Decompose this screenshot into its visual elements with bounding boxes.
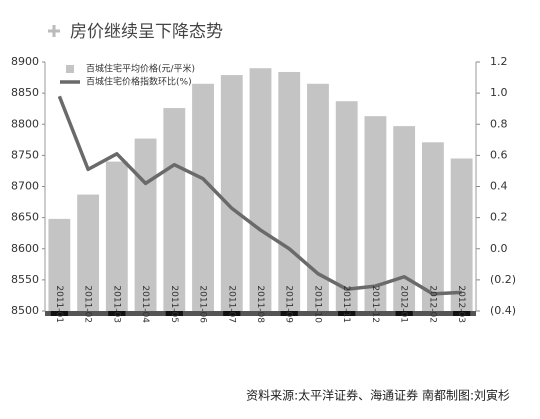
y-tick-label: 8800 — [11, 117, 39, 130]
y2-tick-label: 0.6 — [490, 148, 508, 161]
y-tick-label: 8600 — [11, 242, 39, 255]
bar — [192, 83, 214, 311]
x-tick-label: 2011-08 — [255, 285, 265, 323]
y2-tick-label: 1.2 — [490, 55, 508, 68]
bar — [450, 158, 473, 311]
bar — [278, 71, 301, 312]
x-tick-label: 2011-07 — [226, 285, 236, 323]
y2-tick-label: 1.0 — [490, 86, 508, 99]
x-tick-label: 2011-10 — [312, 285, 322, 323]
x-tick-label: 2011-02 — [83, 285, 93, 323]
bar — [249, 68, 272, 311]
y-tick-label: 8850 — [11, 86, 39, 99]
x-band-seg — [453, 311, 471, 316]
x-band-seg — [223, 311, 241, 316]
x-tick-label: 2012-01 — [399, 285, 409, 323]
line — [57, 95, 462, 296]
bar — [105, 161, 128, 311]
y-tick-label: 8700 — [11, 180, 39, 193]
title-icon — [48, 25, 60, 37]
bar — [364, 116, 387, 311]
x-tick-label: 2011-04 — [140, 285, 150, 323]
y-tick-label: 8650 — [11, 211, 39, 224]
x-band-seg — [338, 311, 356, 316]
x-band-seg — [50, 311, 68, 316]
bar — [48, 218, 71, 311]
y2-tick-label: 0.4 — [490, 180, 508, 193]
x-band-seg — [280, 311, 298, 316]
y-tick-label: 8900 — [11, 55, 39, 68]
bar — [335, 101, 358, 311]
y2-tick-label: 0.0 — [490, 242, 508, 255]
x-tick-label: 2012-02 — [427, 285, 437, 323]
x-tick-label: 2011-05 — [169, 285, 179, 323]
bar — [77, 194, 100, 311]
legend-label: 百城住宅平均价格(元/平米) — [86, 63, 195, 75]
legend-swatch — [66, 65, 74, 73]
x-tick-label: 2011-12 — [370, 285, 380, 323]
y-tick-label: 8500 — [11, 304, 39, 317]
y2-tick-label: (0.2) — [490, 273, 516, 286]
x-tick-label: 2012-03 — [456, 285, 466, 323]
x-tick-label: 2011-03 — [111, 285, 121, 323]
bar — [220, 75, 243, 311]
y-tick-label: 8550 — [11, 273, 39, 286]
x-band-seg — [165, 311, 183, 316]
x-tick-label: 2011-06 — [198, 285, 208, 323]
bar — [307, 83, 329, 311]
x-axis-band — [45, 311, 476, 316]
x-band-seg — [395, 311, 413, 316]
bar — [163, 108, 186, 311]
bar — [421, 142, 444, 311]
x-tick-label: 2011-09 — [284, 285, 294, 323]
y2-tick-label: (0.4) — [490, 304, 516, 317]
legend-label: 百城住宅价格指数环比(%) — [86, 76, 192, 88]
x-tick-label: 2011-11 — [341, 285, 351, 323]
bar — [393, 126, 416, 312]
source: 资料来源:太平洋证券、海通证券 南都制图:刘寅杉 — [246, 388, 510, 403]
y2-tick-label: 0.8 — [490, 117, 508, 130]
x-tick-label: 2011-01 — [54, 285, 64, 323]
y2-tick-label: 0.2 — [490, 211, 508, 224]
y-tick-label: 8750 — [11, 148, 39, 161]
chart-title: 房价继续呈下降态势 — [70, 22, 223, 42]
x-band-seg — [108, 311, 126, 316]
